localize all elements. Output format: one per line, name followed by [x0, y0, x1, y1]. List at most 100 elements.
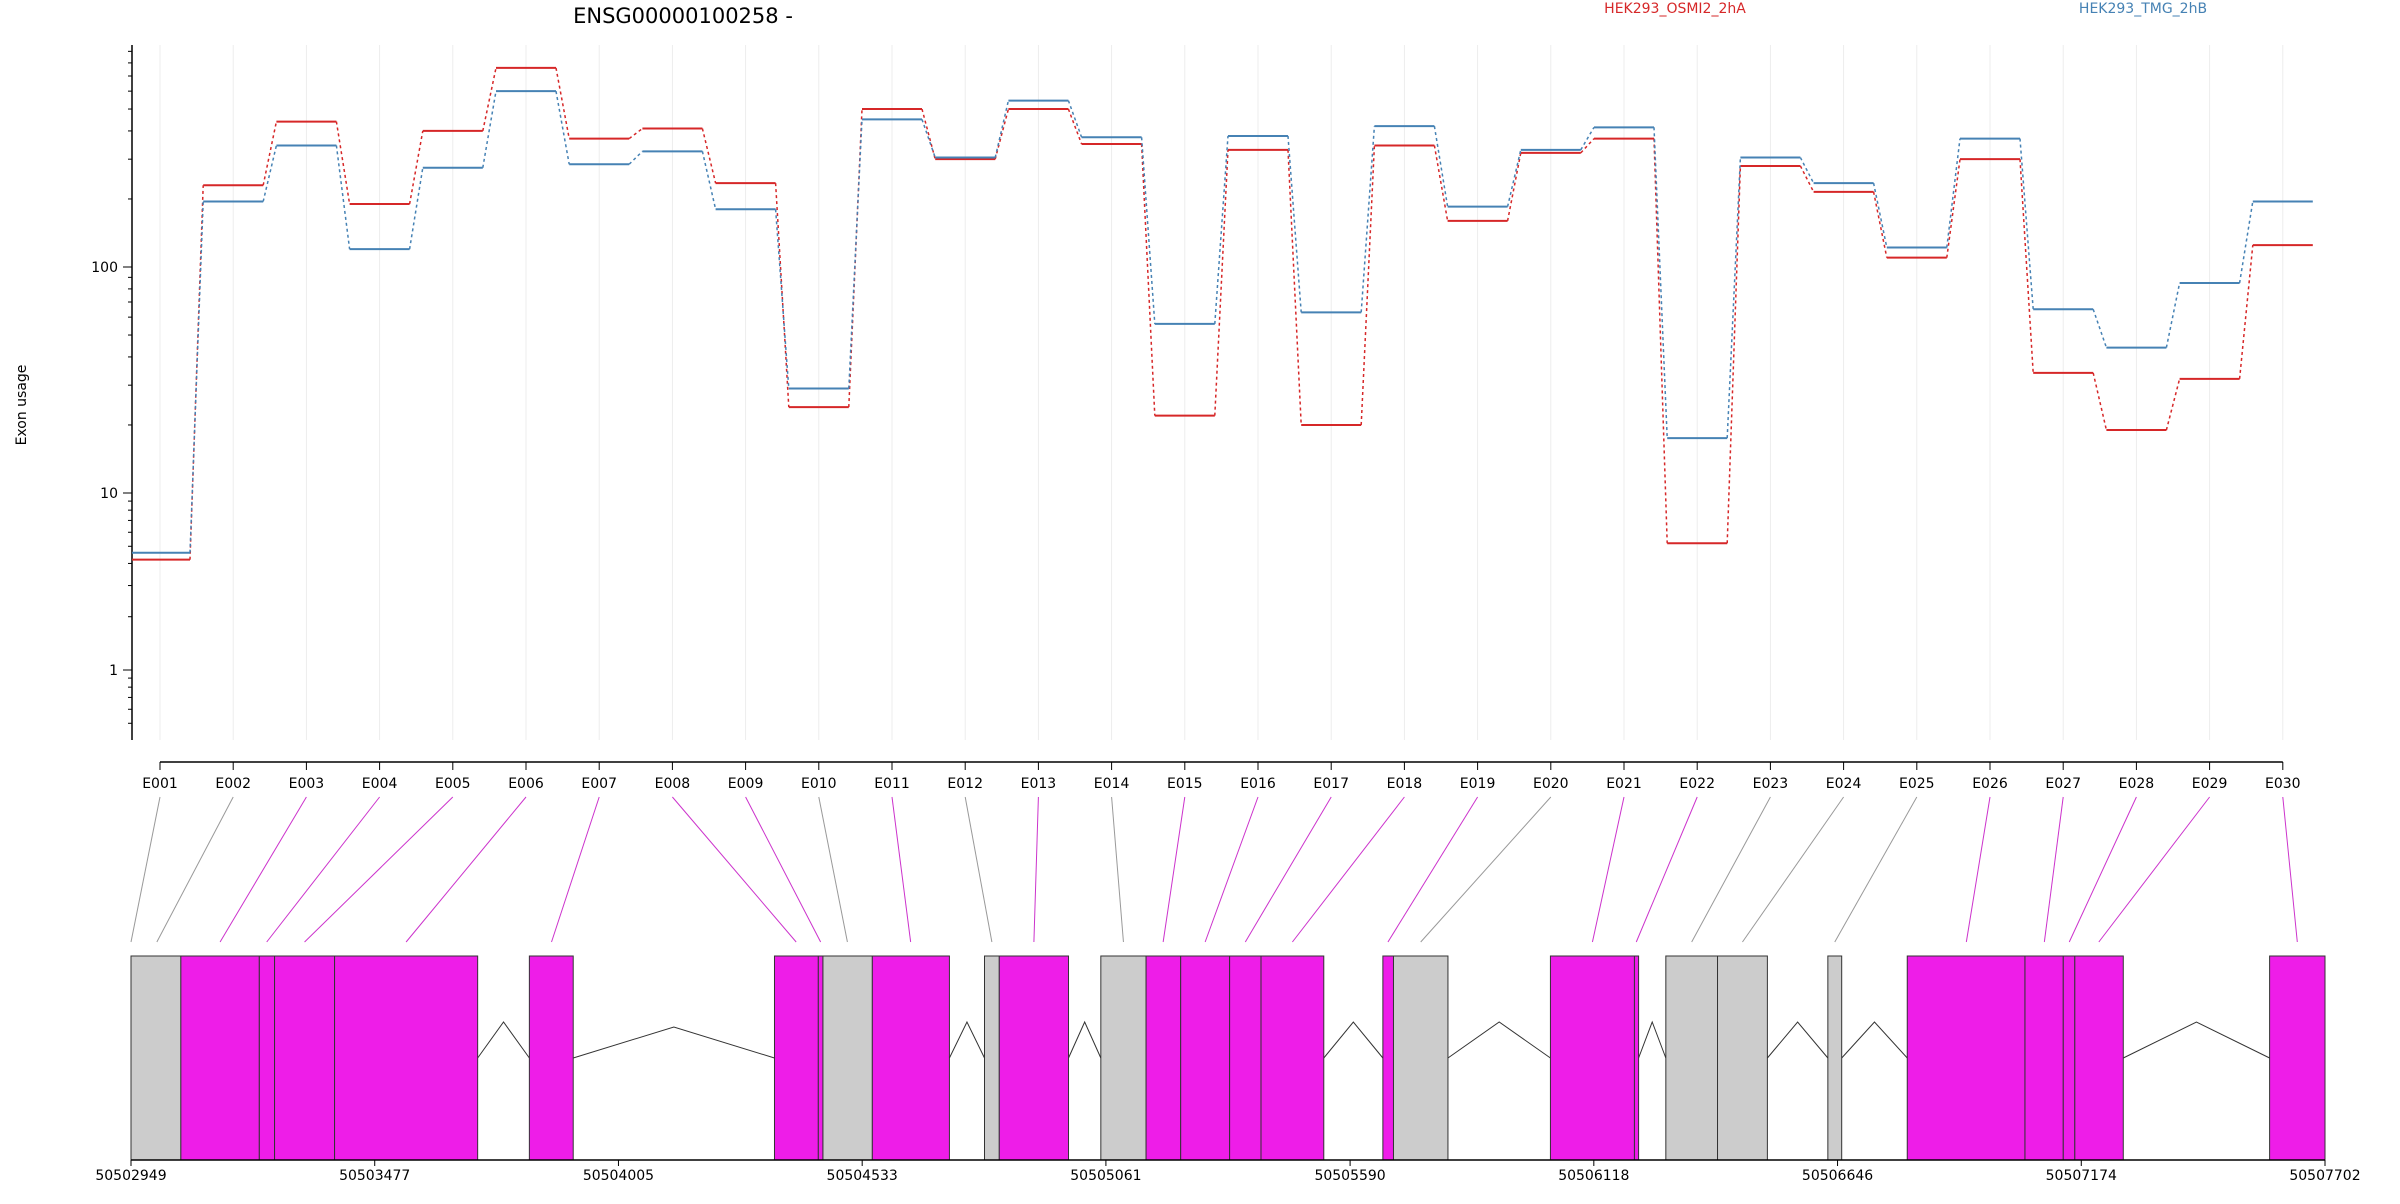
- exon-box: [1260, 955, 1325, 1161]
- y-axis: 1 10 100: [91, 45, 133, 740]
- y-tick-label: 100: [91, 260, 118, 276]
- series-connector: [335, 145, 351, 250]
- exon-box: [1665, 955, 1719, 1161]
- series-tmg: [132, 90, 2313, 554]
- exon-box: [334, 955, 479, 1161]
- exon-box: [180, 955, 260, 1161]
- exon-link: [1420, 796, 1552, 943]
- exon-link: [1691, 796, 1771, 943]
- exon-link: [1033, 796, 1039, 943]
- series-connector: [994, 100, 1010, 158]
- grid-layer: [159, 45, 2284, 740]
- x-tick-label: E029: [2192, 776, 2228, 792]
- exon-box: [984, 955, 1000, 1161]
- exon-link: [672, 796, 797, 943]
- series-connector: [1580, 126, 1595, 151]
- series-connector: [2092, 309, 2108, 348]
- series-connector: [189, 201, 204, 553]
- series-connector: [1506, 152, 1522, 222]
- exon-box: [817, 955, 824, 1161]
- series-connector: [1067, 108, 1083, 145]
- x-tick-label: E017: [1313, 776, 1349, 792]
- exon-box: [274, 955, 336, 1161]
- series-connector: [774, 183, 790, 408]
- series-connector: [2238, 245, 2254, 379]
- exon-link: [1965, 796, 1991, 943]
- series-connector: [1214, 135, 1229, 324]
- series-connector: [482, 91, 497, 168]
- exon-link: [745, 796, 822, 943]
- exon-box: [822, 955, 873, 1161]
- genomic-tick-label: 50505061: [1070, 1168, 1141, 1184]
- series-connector: [1506, 149, 1522, 207]
- exon-link: [266, 796, 380, 943]
- exon-box: [1717, 955, 1768, 1161]
- exon-box: [1382, 955, 1394, 1161]
- exon-box: [2024, 955, 2064, 1161]
- exon-link: [818, 796, 848, 943]
- chart-title: ENSG00000100258 -: [573, 4, 793, 28]
- x-tick-label: E016: [1240, 776, 1276, 792]
- x-tick-label: E022: [1679, 776, 1715, 792]
- series-connector: [1433, 126, 1449, 207]
- exon-box: [2269, 955, 2326, 1161]
- exon-link: [1635, 796, 1698, 943]
- y-tick-label: 10: [100, 486, 118, 502]
- genomic-axis: 50502949 50503477 50504005 50504533 50505061…: [95, 1159, 2361, 1184]
- exon-box: [1145, 955, 1182, 1161]
- exon-box: [871, 955, 950, 1161]
- intron-line: [1638, 1020, 1667, 1059]
- exon-axis: E001 E002 E003 E004 E005 E006 E007 E008 E009 E010…: [142, 761, 2301, 792]
- x-tick-label: E012: [947, 776, 983, 792]
- exon-link: [1244, 796, 1332, 943]
- exon-box: [130, 955, 182, 1161]
- intron-line: [948, 1020, 985, 1059]
- series-connector: [1360, 126, 1376, 313]
- y-tick-label: 1: [109, 663, 118, 679]
- exon-box: [1827, 955, 1843, 1161]
- exon-box: [1100, 955, 1147, 1161]
- x-tick-label: E007: [581, 776, 617, 792]
- genomic-tick-label: 50506646: [1802, 1168, 1873, 1184]
- series-connector: [1872, 191, 1888, 258]
- x-tick-label: E005: [435, 776, 471, 792]
- intron-line: [1068, 1020, 1102, 1059]
- series-connector: [1433, 145, 1449, 221]
- series-connector: [1726, 165, 1742, 544]
- series-connector: [921, 119, 936, 158]
- exon-link: [964, 796, 993, 943]
- gene-model: [130, 955, 2326, 1161]
- exon-box: [1633, 955, 1640, 1161]
- legend-entry-osmi2: HEK293_OSMI2_2hA: [1604, 1, 1746, 17]
- x-tick-label: E023: [1753, 776, 1789, 792]
- exon-box: [1549, 955, 1635, 1161]
- series-connector: [1360, 145, 1376, 426]
- exon-link: [1291, 796, 1405, 943]
- exon-box: [258, 955, 276, 1161]
- x-tick-label: E009: [728, 776, 764, 792]
- x-tick-label: E011: [874, 776, 910, 792]
- x-tick-label: E006: [508, 776, 544, 792]
- x-tick-label: E008: [655, 776, 691, 792]
- exon-box: [998, 955, 1070, 1161]
- x-tick-label: E003: [289, 776, 325, 792]
- x-tick-label: E014: [1094, 776, 1130, 792]
- exon-link: [156, 796, 234, 943]
- series-connector: [2019, 159, 2034, 373]
- series-connector: [701, 151, 717, 210]
- x-tick-label: E030: [2265, 776, 2301, 792]
- series-connector: [1872, 182, 1888, 248]
- exon-link: [405, 796, 527, 943]
- exon-link: [2068, 796, 2137, 943]
- exon-box: [1392, 955, 1449, 1161]
- genomic-tick-label: 50506118: [1558, 1168, 1629, 1184]
- legend-entry-tmg: HEK293_TMG_2hB: [2079, 1, 2207, 17]
- series-connector: [555, 91, 570, 165]
- exon-box: [2074, 955, 2124, 1161]
- intron-line: [1767, 1021, 1829, 1059]
- exon-link: [1591, 796, 1625, 943]
- exon-link: [304, 796, 454, 943]
- series-connector: [482, 67, 497, 132]
- exon-link: [1162, 796, 1186, 943]
